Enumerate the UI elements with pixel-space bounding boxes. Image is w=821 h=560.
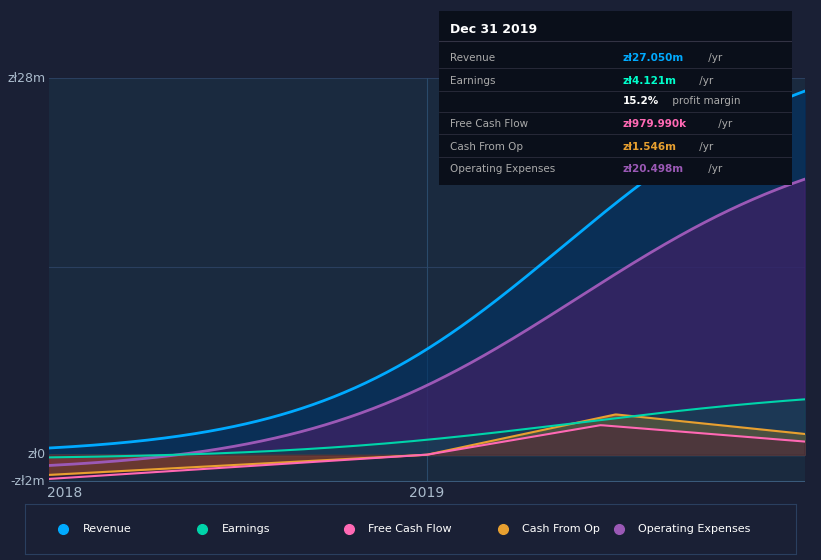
Text: Operating Expenses: Operating Expenses [638, 524, 750, 534]
Text: /yr: /yr [705, 164, 722, 174]
Text: zł27.050m: zł27.050m [623, 53, 684, 63]
Text: Free Cash Flow: Free Cash Flow [450, 119, 528, 129]
Text: /yr: /yr [705, 53, 722, 63]
Text: Cash From Op: Cash From Op [522, 524, 600, 534]
Text: zł0: zł0 [27, 448, 45, 461]
Text: Dec 31 2019: Dec 31 2019 [450, 24, 537, 36]
Text: /yr: /yr [714, 119, 732, 129]
Text: Cash From Op: Cash From Op [450, 142, 523, 152]
Text: profit margin: profit margin [669, 96, 741, 106]
Text: /yr: /yr [696, 76, 713, 86]
Text: Revenue: Revenue [83, 524, 131, 534]
Text: zł20.498m: zł20.498m [623, 164, 684, 174]
Text: 15.2%: 15.2% [623, 96, 659, 106]
Text: Revenue: Revenue [450, 53, 495, 63]
Text: -zł2m: -zł2m [11, 475, 45, 488]
Text: zł28m: zł28m [7, 72, 45, 85]
Text: Free Cash Flow: Free Cash Flow [368, 524, 452, 534]
Text: Earnings: Earnings [450, 76, 495, 86]
Text: /yr: /yr [696, 142, 713, 152]
Text: Operating Expenses: Operating Expenses [450, 164, 555, 174]
Text: zł4.121m: zł4.121m [623, 76, 677, 86]
Text: zł1.546m: zł1.546m [623, 142, 677, 152]
Text: Earnings: Earnings [222, 524, 270, 534]
Text: zł979.990k: zł979.990k [623, 119, 687, 129]
